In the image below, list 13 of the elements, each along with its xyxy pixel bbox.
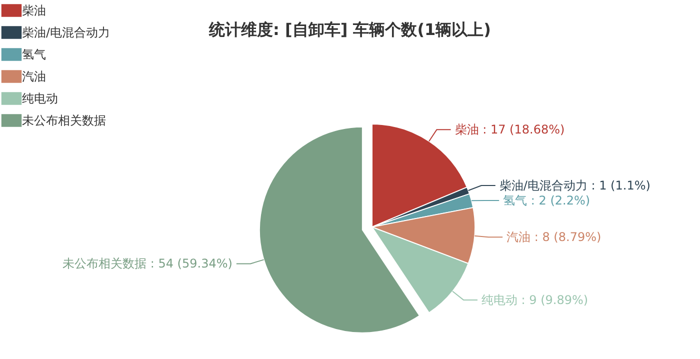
data-label: 汽油 : 8 (8.79%) [506,230,602,244]
legend-label: 汽油 [22,70,46,84]
legend-label: 柴油 [22,4,46,18]
data-label: 纯电动 : 9 (9.89%) [481,292,588,307]
legend-label: 氢气 [22,48,46,62]
data-label: 氢气 : 2 (2.2%) [503,194,590,208]
data-label: 未公布相关数据 : 54 (59.34%) [62,256,232,271]
text: 统计维度: [自卸车] 车辆个数(1辆以上) [208,20,491,39]
legend-label: 纯电动 [22,92,58,106]
data-label: 柴油 : 17 (18.68%) [454,122,565,137]
legend-label: 未公布相关数据 [22,114,106,128]
legend-label: 柴油/电混合动力 [22,26,110,40]
data-label: 柴油/电混合动力 : 1 (1.1%) [499,178,650,193]
